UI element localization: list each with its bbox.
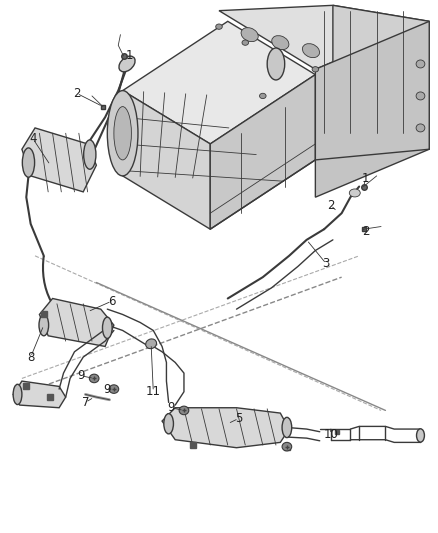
Ellipse shape <box>114 107 131 160</box>
Ellipse shape <box>417 429 424 442</box>
Ellipse shape <box>164 414 173 434</box>
Polygon shape <box>162 408 289 448</box>
Ellipse shape <box>39 314 49 336</box>
Ellipse shape <box>13 384 22 405</box>
Ellipse shape <box>109 385 119 393</box>
Text: 9: 9 <box>103 383 111 395</box>
Ellipse shape <box>22 148 35 177</box>
Ellipse shape <box>416 60 425 68</box>
Polygon shape <box>13 381 66 408</box>
Ellipse shape <box>146 339 156 349</box>
Text: 2: 2 <box>73 87 81 100</box>
Polygon shape <box>123 91 210 229</box>
Ellipse shape <box>282 417 292 438</box>
Text: 6: 6 <box>108 295 116 308</box>
Polygon shape <box>219 5 429 69</box>
Ellipse shape <box>179 406 189 415</box>
Text: 3: 3 <box>323 257 330 270</box>
Text: 8: 8 <box>27 351 34 364</box>
Ellipse shape <box>272 36 289 50</box>
Polygon shape <box>333 5 429 149</box>
Text: 2: 2 <box>327 199 335 212</box>
Text: 7: 7 <box>81 396 89 409</box>
Text: 5: 5 <box>235 412 242 425</box>
Text: 2: 2 <box>362 225 370 238</box>
Text: 9: 9 <box>167 401 175 414</box>
Ellipse shape <box>84 140 96 169</box>
Ellipse shape <box>102 317 112 338</box>
Polygon shape <box>315 21 429 197</box>
Ellipse shape <box>259 93 266 99</box>
Text: 11: 11 <box>146 385 161 398</box>
Ellipse shape <box>241 28 258 42</box>
Ellipse shape <box>416 124 425 132</box>
Polygon shape <box>210 75 315 229</box>
Text: 1: 1 <box>125 50 133 62</box>
Text: 10: 10 <box>323 428 338 441</box>
Ellipse shape <box>350 189 360 197</box>
Polygon shape <box>123 21 315 144</box>
Ellipse shape <box>267 48 285 80</box>
Ellipse shape <box>215 24 222 29</box>
Ellipse shape <box>416 92 425 100</box>
Ellipse shape <box>302 44 320 58</box>
Text: 9: 9 <box>77 369 85 382</box>
Text: 4: 4 <box>29 132 37 145</box>
Ellipse shape <box>89 374 99 383</box>
Ellipse shape <box>282 442 292 451</box>
Polygon shape <box>22 128 96 192</box>
Text: 1: 1 <box>362 172 370 185</box>
Ellipse shape <box>119 56 135 72</box>
Ellipse shape <box>312 67 319 72</box>
Ellipse shape <box>107 91 138 176</box>
Ellipse shape <box>242 40 249 45</box>
Polygon shape <box>39 298 114 346</box>
